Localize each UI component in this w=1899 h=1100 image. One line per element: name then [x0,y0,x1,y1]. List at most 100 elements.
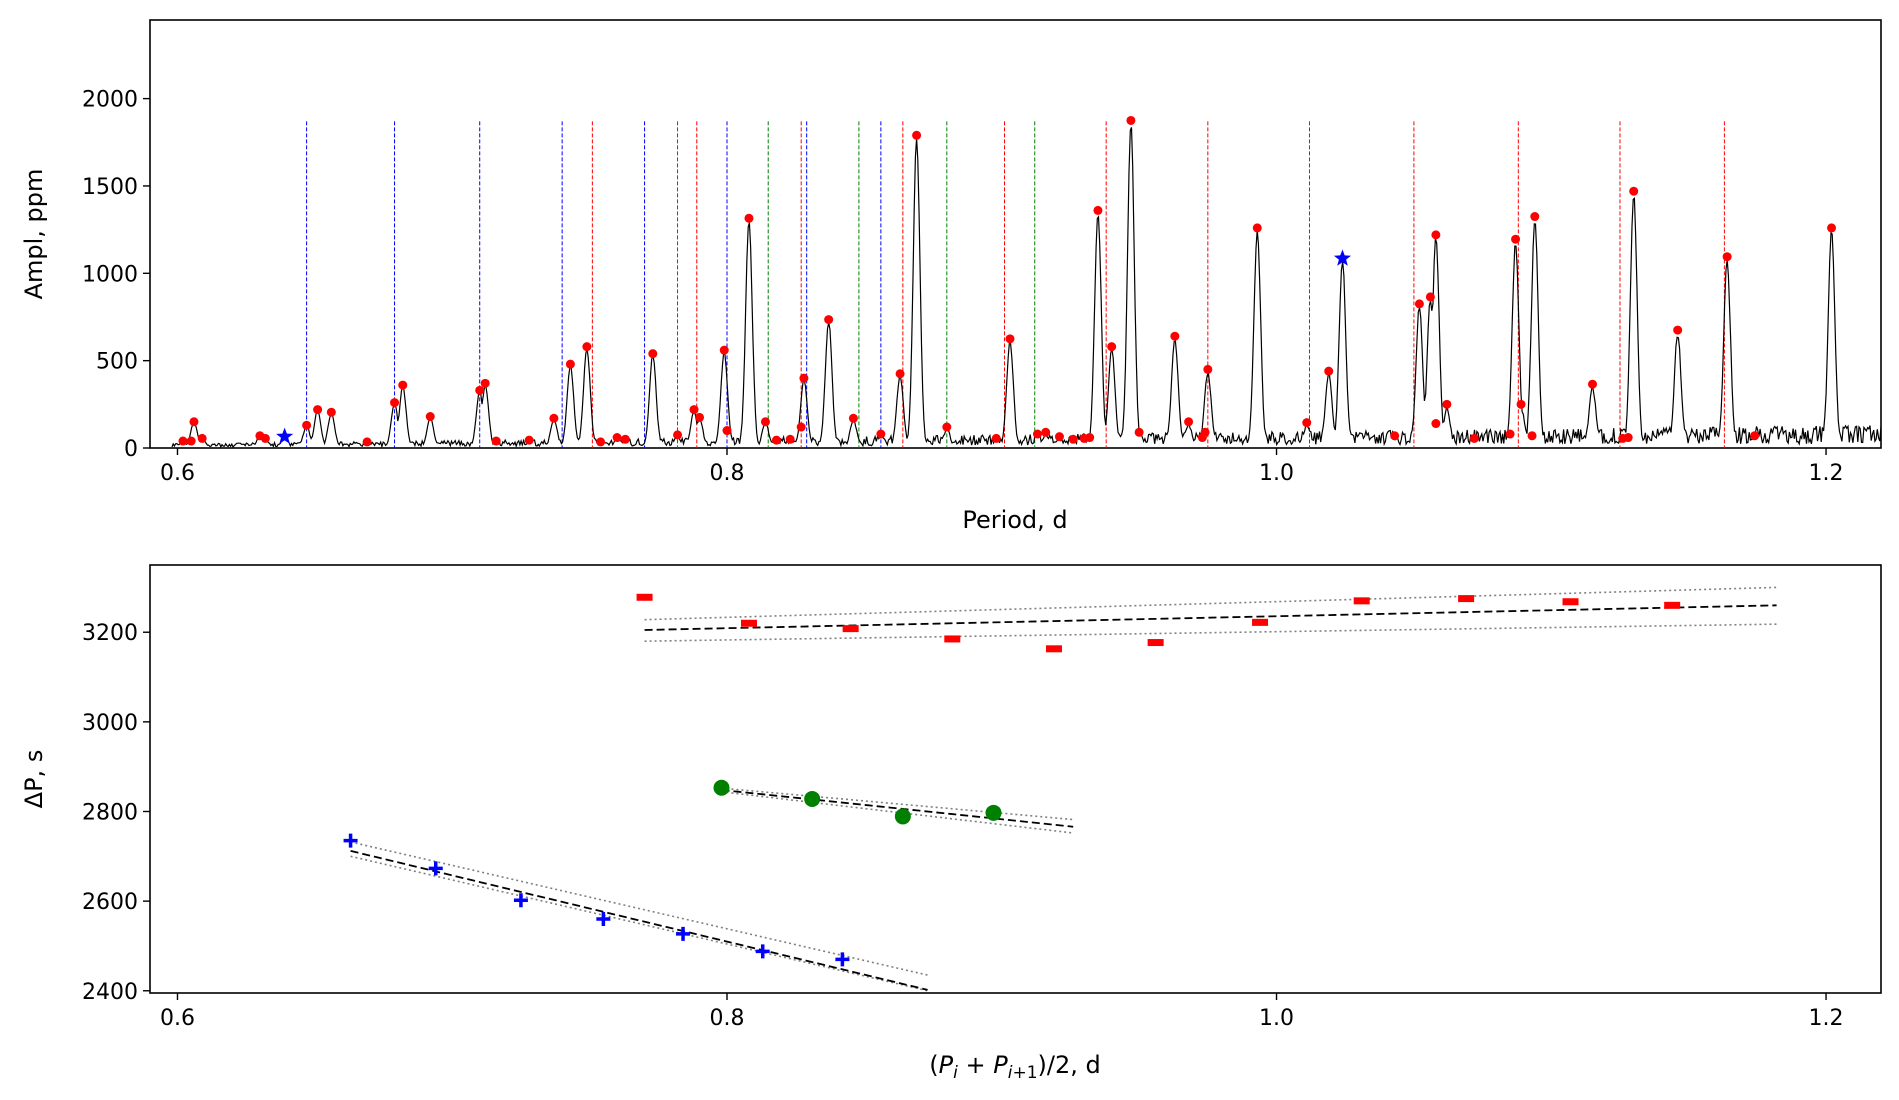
period-spacing-y-ticks: 2400 2600 2800 3000 3200 [82,621,150,1005]
red-point [1664,601,1681,609]
peak-marker [491,436,501,446]
period-spacing-frame [149,564,1882,994]
x-tick-label: 1.2 [1809,461,1844,486]
peak-marker [1750,431,1760,441]
peak-marker [1324,366,1334,376]
red-fit-line [644,604,1777,631]
peak-marker [1200,427,1210,437]
peak-marker [620,434,630,444]
x-tick-label: 1.0 [1259,461,1294,486]
peak-marker [799,373,809,383]
peak-marker [785,434,795,444]
green-lower-confidence-line [721,790,1074,834]
peak-marker [313,405,323,415]
star-markers [276,249,1351,444]
green-point [894,808,911,825]
peak-marker [1505,429,1515,439]
x-tick-label: 0.6 [160,1006,195,1031]
peak-marker [760,417,770,427]
periodogram-x-label: Period, d [962,506,1067,534]
peak-marker [178,436,188,446]
peak-marker [582,342,592,352]
peak-marker [1390,431,1400,441]
period-spacing-y-label: ΔP, s [20,750,48,809]
blue-point [676,926,691,941]
peak-marker [1093,205,1103,215]
peak-marker [722,426,732,436]
peak-marker [326,407,336,417]
peak-marker [1085,433,1095,443]
peak-marker [1623,433,1633,443]
peak-marker [1516,399,1526,409]
red-point [1147,639,1164,647]
periodogram-frame [149,19,1882,449]
blue-fit-line [350,850,928,991]
amplitude-spectrum-line [171,127,1882,449]
peak-marker [648,349,658,359]
peak-marker [565,359,575,369]
peak-marker [771,435,781,445]
x-tick-label: 0.8 [710,1006,745,1031]
green-upper-confidence-line [721,787,1074,821]
red-point [1353,597,1370,605]
y-tick-label: 2800 [82,800,138,825]
peak-marker [1425,292,1435,302]
y-tick-label: 1000 [82,262,138,287]
peak-marker [1530,212,1540,222]
peak-marker [596,437,606,447]
peak-marker [1252,223,1262,233]
red-point [842,625,859,633]
blue-point [343,833,358,848]
peak-marker [876,429,886,439]
y-tick-label: 1500 [82,175,138,200]
green-point [985,804,1002,821]
peak-marker [1068,434,1078,444]
peak-marker [719,345,729,355]
peak-marker [942,422,952,432]
red-lower-confidence-line [644,623,1777,642]
periodogram-y-ticks: 0 500 1000 1500 2000 [82,88,150,462]
peak-marker [549,413,559,423]
x-tick-label: 0.8 [710,461,745,486]
peak-marker [1041,427,1051,437]
red-point [1458,595,1475,603]
y-tick-label: 3200 [82,621,138,646]
peak-marker [1442,399,1452,409]
peak-marker [1527,431,1537,441]
peak-marker [912,130,922,140]
blue-point [513,893,528,908]
peak-marker [1107,342,1117,352]
peak-marker [398,380,408,390]
peak-marker [695,412,705,422]
peak-markers [178,115,1837,447]
periodogram-y-label: Ampl, ppm [20,169,48,300]
peak-marker [673,430,683,440]
peak-marker [848,413,858,423]
x-tick-label: 0.6 [160,461,195,486]
peak-marker [189,417,199,427]
star-marker [1333,249,1351,266]
green-fit-line [721,789,1074,828]
x-tick-label: 1.0 [1259,1006,1294,1031]
peak-marker [1431,230,1441,240]
red-point [1562,598,1579,606]
green-point [804,790,821,807]
y-tick-label: 2000 [82,88,138,113]
peak-marker [1126,115,1136,125]
red-point [944,635,961,643]
peak-marker [1203,364,1213,374]
peak-marker [895,369,905,379]
blue-lower-confidence-line [350,855,928,992]
red-point [1045,645,1062,653]
peak-marker [475,385,485,395]
red-upper-confidence-line [644,586,1777,621]
green-point [713,779,730,796]
peak-marker [1005,334,1015,344]
peak-marker [186,436,196,446]
red-point [636,593,653,601]
peak-marker [1629,186,1639,196]
red-point [740,619,757,627]
period-spacing-points [343,593,1681,967]
peak-marker [362,437,372,447]
